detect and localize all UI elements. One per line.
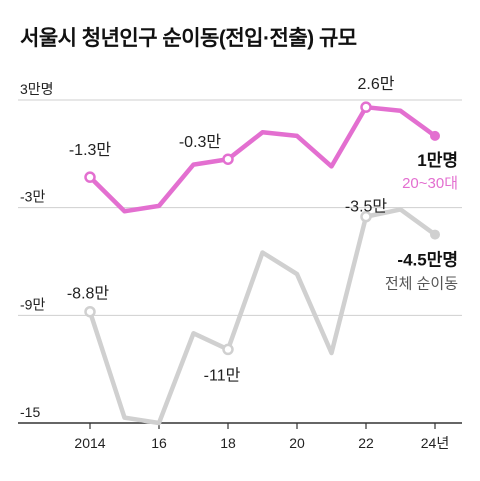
end-point-marker (430, 229, 440, 240)
x-tick-label: 22 (358, 435, 374, 451)
data-label: -0.3만 (179, 133, 222, 151)
data-label: -3.5만 (345, 198, 388, 216)
end-point-marker (430, 130, 440, 141)
y-tick-label: 3만명 (20, 81, 54, 97)
y-tick-label: -3만 (20, 189, 45, 205)
x-tick-label: 18 (220, 435, 236, 451)
axes: 3만명 -3만 -9만 -15 2014 16 18 20 22 24년 (20, 81, 449, 451)
data-point-marker (222, 343, 234, 356)
data-point-marker (360, 101, 372, 113)
x-tick-label: 24년 (421, 435, 449, 451)
y-tick-label: -15 (20, 404, 40, 420)
series-lines (84, 101, 440, 426)
chart-title: 서울시 청년인구 순이동(전입·전출) 규모 (20, 27, 357, 50)
data-label: -1.3만 (69, 141, 112, 159)
data-point-marker (222, 153, 234, 165)
series-line-total (87, 207, 438, 426)
data-point-marker (84, 171, 96, 183)
data-point-marker (84, 305, 96, 318)
y-tick-label: -9만 (20, 296, 45, 312)
x-tick-label: 2014 (74, 435, 105, 451)
data-label: 2.6만 (358, 75, 395, 93)
x-tick-label: 16 (151, 435, 167, 451)
data-point-marker (360, 210, 372, 223)
data-labels: -1.3만 -0.3만 2.6만 1만명 20~30대 -8.8만 -11만 -3.5만 -4.… (67, 75, 458, 384)
x-tick-label: 20 (289, 435, 305, 451)
series-line-youth (87, 104, 438, 214)
data-label: -11만 (204, 366, 241, 384)
series-name-label: 전체 순이동 (385, 276, 458, 293)
series-name-label: 20~30대 (402, 175, 458, 192)
data-label: -8.8만 (67, 285, 110, 303)
end-value-label: 1만명 (417, 151, 458, 170)
end-value-label: -4.5만명 (397, 251, 458, 270)
